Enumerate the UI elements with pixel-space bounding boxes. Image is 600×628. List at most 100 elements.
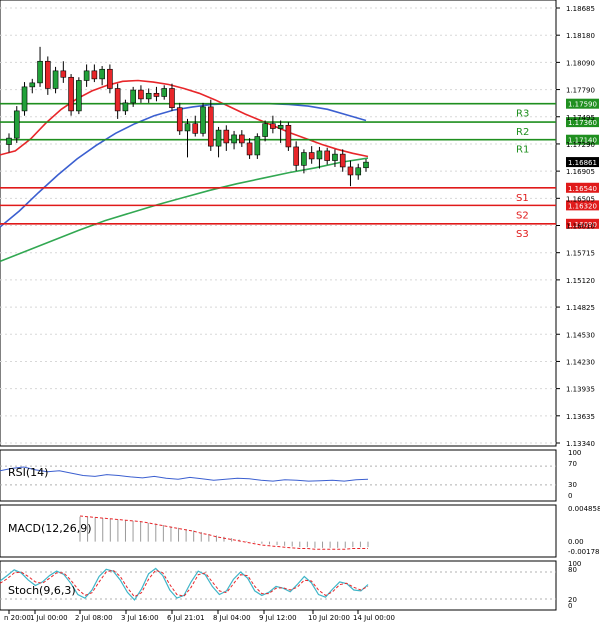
candle-up bbox=[363, 161, 369, 169]
candle-up bbox=[29, 82, 36, 88]
price-tick-label: 1.17495 bbox=[566, 114, 595, 122]
stoch-label: Stoch(9,6,3) bbox=[8, 584, 76, 597]
candle-down bbox=[107, 68, 113, 89]
candle-up bbox=[301, 152, 307, 166]
stoch-d-line bbox=[0, 569, 369, 598]
candle-up bbox=[355, 167, 362, 176]
support-price-tag bbox=[566, 200, 599, 211]
price-tick-label: 1.13635 bbox=[566, 413, 595, 421]
support-price-label: 1.16090 bbox=[568, 221, 597, 229]
candle-down bbox=[239, 134, 245, 144]
candle-up bbox=[6, 137, 12, 145]
candle-down bbox=[285, 125, 292, 148]
resistance-price-label: 1.17360 bbox=[568, 119, 597, 127]
price-tick-label: 1.14530 bbox=[566, 331, 595, 339]
subpanel-tick-label: 0 bbox=[568, 602, 572, 610]
candle-up bbox=[37, 60, 43, 84]
rsi-layer: 100 70 30 0 RSI(14) bbox=[0, 449, 581, 500]
time-axis: n 20:00 1 Jul 00:00 2 Jul 08:00 3 Jul 16:00… bbox=[4, 610, 395, 622]
candle-up bbox=[145, 92, 152, 100]
support-price-label: 1.16320 bbox=[568, 202, 597, 210]
candle-up bbox=[161, 88, 168, 97]
candle-down bbox=[114, 88, 121, 112]
moving-average-slow bbox=[0, 157, 369, 263]
time-tick-label: 9 Jul 12:00 bbox=[259, 614, 297, 622]
price-tick-label: 1.13340 bbox=[566, 440, 595, 448]
level-lines: 1.17590 R3 1.17360 R2 1.17140 R1 1.16540 S1 1.16… bbox=[0, 98, 599, 240]
resistance-name-R1: R1 bbox=[516, 145, 529, 156]
price-axis: 1.18685 1.18180 1.18090 1.17790 1.17495 1.172… bbox=[556, 5, 595, 448]
moving-average-fast bbox=[0, 79, 369, 158]
macd-panel bbox=[0, 504, 557, 558]
price-tick-label: 1.15715 bbox=[566, 250, 595, 258]
price-tick-label: 1.17290 bbox=[566, 141, 595, 149]
subpanel-tick-label: 20 bbox=[568, 596, 577, 604]
moving-average-medium bbox=[0, 102, 367, 228]
price-panel bbox=[0, 0, 557, 447]
rsi-line bbox=[0, 466, 369, 482]
moving-averages bbox=[0, 79, 369, 263]
resistance-name-R3: R3 bbox=[516, 109, 529, 120]
price-tick-label: 1.14230 bbox=[566, 358, 595, 366]
macd-signal-line bbox=[79, 515, 368, 550]
current-price-label: 1.16861 bbox=[568, 159, 597, 167]
candle-down bbox=[207, 106, 214, 147]
candles bbox=[6, 46, 369, 187]
stoch-panel bbox=[0, 560, 557, 611]
price-tick-label: 1.16505 bbox=[566, 195, 595, 203]
rsi-label: RSI(14) bbox=[8, 466, 48, 479]
time-tick-label: 6 Jul 21:01 bbox=[167, 614, 205, 622]
subpanel-tick-label: 0.00 bbox=[568, 538, 584, 546]
price-tick-label: 1.17790 bbox=[566, 87, 595, 95]
subpanel-tick-label: 0 bbox=[568, 492, 572, 500]
resistance-price-label: 1.17590 bbox=[568, 101, 597, 109]
candle-down bbox=[91, 70, 98, 80]
candle-down bbox=[68, 76, 74, 112]
resistance-price-tag bbox=[566, 98, 599, 109]
candle-down bbox=[324, 150, 330, 161]
candle-down bbox=[246, 142, 253, 156]
candle-down bbox=[60, 70, 67, 78]
price-tick-label: 1.16010 bbox=[566, 223, 595, 231]
candle-up bbox=[83, 70, 90, 81]
candle-up bbox=[316, 150, 323, 160]
time-tick-label: 1 Jul 00:00 bbox=[30, 614, 68, 622]
time-tick-label: n 20:00 bbox=[4, 614, 31, 622]
candle-down bbox=[270, 123, 276, 129]
candle-down bbox=[169, 88, 175, 108]
candle-up bbox=[215, 129, 222, 147]
candle-down bbox=[153, 92, 160, 97]
subpanel-tick-label: 0.004858 bbox=[568, 505, 600, 513]
candle-down bbox=[176, 107, 183, 132]
candle-down bbox=[293, 146, 299, 166]
price-tick-label: 1.18090 bbox=[566, 59, 595, 67]
candle-down bbox=[192, 123, 199, 134]
candle-down bbox=[308, 152, 315, 160]
resistance-price-label: 1.17140 bbox=[568, 137, 597, 145]
support-price-tag bbox=[566, 218, 599, 229]
resistance-price-tag bbox=[566, 117, 599, 128]
candle-down bbox=[45, 60, 51, 89]
candle-up bbox=[21, 86, 28, 112]
subpanel-tick-label: 100 bbox=[568, 449, 581, 457]
support-price-label: 1.16540 bbox=[568, 185, 597, 193]
candle-up bbox=[254, 136, 261, 156]
candle-up bbox=[200, 106, 206, 134]
support-name-S1: S1 bbox=[516, 193, 529, 204]
candle-up bbox=[52, 70, 59, 89]
subpanel-tick-label: 100 bbox=[568, 560, 581, 568]
candle-down bbox=[347, 166, 354, 176]
candle-down bbox=[223, 129, 230, 144]
rsi-panel bbox=[0, 449, 557, 502]
candle-up bbox=[277, 125, 284, 129]
candle-up bbox=[231, 134, 237, 144]
time-tick-label: 3 Jul 16:00 bbox=[121, 614, 159, 622]
candle-up bbox=[99, 68, 105, 80]
time-tick-label: 14 Jul 00:00 bbox=[353, 614, 395, 622]
macd-layer: 0.004858 0.00 -0.001788 MACD(12,26,9) bbox=[8, 505, 600, 556]
subpanel-tick-label: -0.001788 bbox=[568, 548, 600, 556]
support-price-tag bbox=[566, 182, 599, 193]
subpanel-tick-label: 80 bbox=[568, 566, 577, 574]
